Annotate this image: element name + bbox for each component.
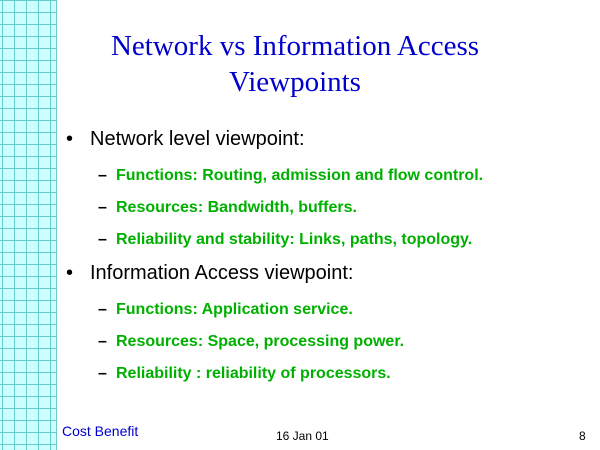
sub-item: – Reliability and stability: Links, path… <box>64 230 594 250</box>
decorative-grid-strip <box>0 0 57 450</box>
sub-item: – Functions: Application service. <box>64 300 594 320</box>
page-number: 8 <box>579 429 586 443</box>
footer-date: 16 Jan 01 <box>276 429 329 443</box>
sub-item-text: Reliability and stability: Links, paths,… <box>116 231 473 248</box>
sub-item-text: Reliability : reliability of processors. <box>116 365 391 382</box>
bullet-text: Information Access viewpoint: <box>90 262 354 284</box>
slide-title-line-1: Network vs Information Access <box>110 30 480 62</box>
sub-item: – Functions: Routing, admission and flow… <box>64 166 594 186</box>
sub-item-text: Resources: Space, processing power. <box>116 333 405 350</box>
bullet-text: Network level viewpoint: <box>90 128 305 150</box>
sub-item: – Resources: Bandwidth, buffers. <box>64 198 594 218</box>
sub-item-text: Functions: Routing, admission and flow c… <box>116 167 484 184</box>
sub-item: – Resources: Space, processing power. <box>64 332 594 352</box>
sub-item-text: Functions: Application service. <box>116 301 353 318</box>
dash-icon: – <box>98 167 107 184</box>
dash-icon: – <box>98 365 107 382</box>
dash-icon: – <box>98 301 107 318</box>
bullet-dot-icon: • <box>66 128 74 150</box>
sub-item: – Reliability : reliability of processor… <box>64 364 594 384</box>
footer-label: Cost Benefit <box>62 423 139 439</box>
slide-title-line-2: Viewpoints <box>229 66 361 98</box>
slide-content: • Network level viewpoint: – Functions: … <box>64 120 594 384</box>
dash-icon: – <box>98 333 107 350</box>
dash-icon: – <box>98 231 107 248</box>
dash-icon: – <box>98 199 107 216</box>
bullet-information-access: • Information Access viewpoint: <box>64 258 594 288</box>
bullet-dot-icon: • <box>66 262 74 284</box>
slide-title: Network vs Information Access Viewpoints <box>60 28 530 100</box>
sub-item-text: Resources: Bandwidth, buffers. <box>116 199 357 216</box>
bullet-network-level: • Network level viewpoint: <box>64 124 594 154</box>
